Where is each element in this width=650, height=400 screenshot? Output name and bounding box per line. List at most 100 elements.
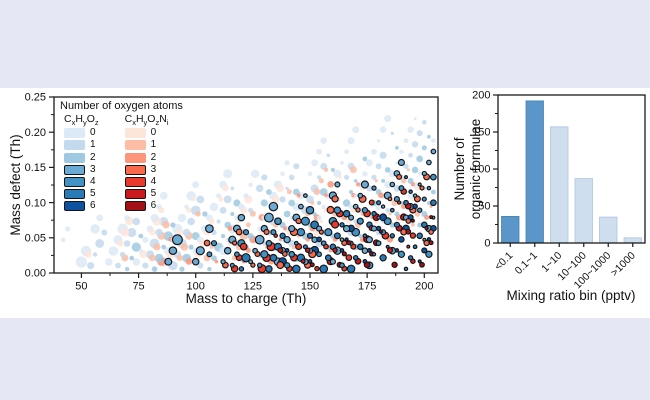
scatter-point — [371, 174, 377, 180]
scatter-point — [96, 214, 104, 222]
scatter-point — [191, 257, 200, 266]
scatter-point — [431, 189, 436, 195]
scatter-point — [381, 178, 386, 183]
scatter-point — [197, 262, 204, 269]
scatter-point — [209, 202, 219, 212]
scatter-point — [344, 237, 349, 242]
y-axis-tick-label: 0.10 — [25, 197, 46, 209]
scatter-point — [424, 214, 430, 220]
scatter-point — [243, 193, 249, 199]
scatter-point — [75, 256, 87, 268]
scatter-point — [285, 186, 289, 191]
legend-swatch — [124, 128, 146, 139]
scatter-point — [124, 266, 130, 272]
scatter-plot: 50 75 100 125 150 175 2000.000.050.100.150.200… — [8, 92, 439, 306]
scatter-point — [331, 220, 340, 229]
scatter-point — [333, 206, 342, 214]
legend-row: 5 — [124, 189, 169, 200]
x-axis-tick-label: 50 — [75, 281, 87, 293]
legend-level-label: 3 — [150, 163, 157, 175]
scatter-point — [425, 250, 433, 258]
scatter-point — [378, 192, 384, 199]
scatter-point — [227, 225, 233, 231]
legend-swatch — [124, 201, 146, 212]
scatter-point — [376, 215, 381, 220]
scatter-point — [396, 173, 403, 180]
scatter-point — [384, 181, 392, 189]
scatter-point — [404, 175, 408, 180]
scatter-point — [320, 137, 328, 144]
legend-swatch — [64, 176, 85, 187]
scatter-point — [245, 247, 251, 253]
scatter-point — [348, 204, 354, 210]
scatter-point — [379, 126, 387, 133]
scatter-point — [412, 193, 418, 198]
scatter-point — [237, 213, 246, 222]
scatter-point — [368, 199, 375, 206]
scatter-point — [323, 167, 329, 172]
scatter-point — [216, 219, 221, 224]
scatter-point — [410, 182, 415, 187]
scatter-point — [413, 117, 417, 121]
scatter-point — [210, 240, 218, 247]
scatter-point — [307, 259, 313, 264]
scatter-point — [411, 141, 419, 148]
scatter-point — [248, 207, 254, 213]
scatter-point — [394, 211, 400, 217]
scatter-point — [291, 244, 297, 250]
scatter-point — [397, 250, 406, 258]
scatter-point — [316, 251, 322, 258]
scatter-point — [403, 138, 409, 144]
scatter-point — [384, 167, 391, 173]
scatter-point — [391, 261, 398, 268]
legend-swatch — [64, 189, 85, 200]
bar-frame — [497, 94, 646, 244]
scatter-point — [279, 196, 286, 203]
scatter-point — [410, 197, 416, 202]
scatter-point — [430, 148, 437, 155]
scatter-point — [205, 224, 214, 233]
scatter-point — [318, 229, 324, 235]
scatter-point — [352, 255, 359, 261]
scatter-point — [389, 222, 395, 228]
legend-row: 5 — [64, 189, 99, 200]
scatter-point — [155, 228, 163, 237]
scatter-point — [316, 236, 322, 243]
scatter-point — [419, 261, 425, 268]
scatter-point — [203, 239, 211, 247]
legend-level-label: 4 — [90, 175, 96, 187]
scatter-point — [288, 225, 296, 233]
scatter-point — [339, 262, 345, 269]
scatter-point — [380, 204, 386, 209]
bar-y-tick-label: 50 — [478, 201, 490, 213]
scatter-point — [276, 184, 285, 193]
legend-swatch — [64, 164, 85, 175]
scatter-point — [426, 237, 432, 242]
scatter-point — [90, 224, 100, 234]
scatter-point — [260, 250, 269, 259]
scatter-point — [196, 195, 205, 204]
scatter-point — [395, 161, 399, 165]
scatter-point — [298, 203, 304, 210]
scatter-point — [177, 213, 187, 223]
scatter-point — [288, 174, 295, 181]
scatter-point — [191, 197, 196, 202]
scatter-point — [412, 244, 418, 250]
scatter-point — [417, 259, 422, 264]
scatter-point — [416, 155, 424, 163]
scatter-point — [362, 156, 368, 162]
bar-y-axis-title-line1: Number of — [452, 137, 467, 200]
scatter-point — [342, 199, 351, 207]
scatter-point — [184, 204, 189, 210]
scatter-point — [154, 253, 164, 263]
scatter-point — [159, 191, 168, 200]
legend-row: 2 — [64, 152, 99, 163]
scatter-point — [389, 181, 396, 188]
scatter-point — [211, 255, 217, 261]
bar-y-tick-label: 200 — [472, 90, 490, 102]
scatter-point — [403, 199, 409, 206]
